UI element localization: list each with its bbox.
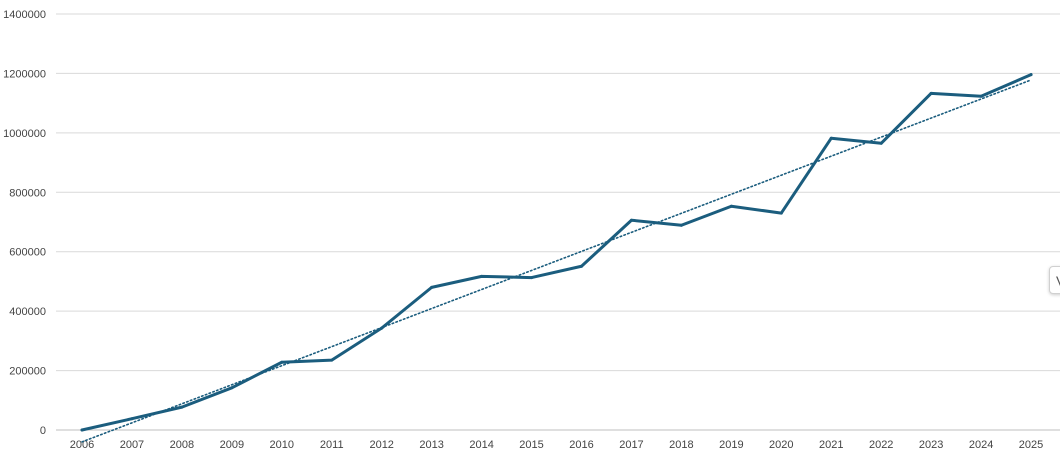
side-panel-tab[interactable]: V bbox=[1049, 266, 1060, 294]
data-point bbox=[480, 274, 484, 278]
x-tick-label: 2007 bbox=[120, 439, 144, 451]
data-point bbox=[80, 428, 84, 432]
data-point bbox=[230, 386, 234, 390]
data-point bbox=[679, 223, 683, 227]
x-tick-label: 2019 bbox=[719, 439, 743, 451]
x-tick-label: 2010 bbox=[270, 439, 294, 451]
y-tick-label: 1200000 bbox=[3, 68, 46, 80]
x-tick-label: 2020 bbox=[769, 439, 793, 451]
x-tick-label: 2024 bbox=[969, 439, 993, 451]
x-tick-label: 2021 bbox=[819, 439, 843, 451]
y-tick-label: 200000 bbox=[9, 366, 46, 378]
series-layer bbox=[80, 73, 1033, 432]
x-tick-label: 2009 bbox=[220, 439, 244, 451]
trendline-layer bbox=[81, 79, 1032, 443]
gridlines bbox=[56, 13, 1060, 431]
data-point bbox=[580, 264, 583, 268]
data-point bbox=[280, 360, 284, 364]
data-point bbox=[430, 285, 434, 289]
x-tick-label: 2012 bbox=[369, 439, 393, 451]
x-tick-label: 2018 bbox=[669, 439, 693, 451]
data-point bbox=[829, 136, 833, 140]
x-tick-label: 2006 bbox=[70, 439, 94, 451]
x-tick-label: 2022 bbox=[869, 439, 893, 451]
data-point bbox=[779, 211, 783, 215]
side-panel-tab-label: V bbox=[1056, 273, 1060, 289]
data-point bbox=[879, 141, 883, 145]
data-point bbox=[629, 218, 633, 222]
y-tick-label: 600000 bbox=[9, 247, 46, 259]
data-point bbox=[380, 326, 384, 330]
trendline bbox=[81, 79, 1032, 443]
data-point bbox=[330, 358, 334, 362]
x-tick-label: 2016 bbox=[569, 439, 593, 451]
x-tick-label: 2011 bbox=[320, 439, 344, 451]
y-tick-label: 1000000 bbox=[3, 128, 46, 140]
y-tick-label: 0 bbox=[40, 425, 46, 437]
x-tick-label: 2023 bbox=[919, 439, 943, 451]
series-line bbox=[80, 73, 1033, 432]
data-point bbox=[979, 94, 983, 98]
data-point bbox=[180, 405, 184, 409]
data-point bbox=[1029, 73, 1033, 77]
x-tick-label: 2017 bbox=[619, 439, 643, 451]
x-tick-label: 2014 bbox=[469, 439, 493, 451]
x-tick-label: 2013 bbox=[419, 439, 443, 451]
x-axis-ticks: 2006 2007 2008 2009 2010 2011 2012 2013 2014 2015… bbox=[70, 439, 1044, 451]
y-tick-label: 800000 bbox=[9, 187, 46, 199]
x-tick-label: 2008 bbox=[170, 439, 194, 451]
data-point bbox=[530, 276, 534, 280]
data-point bbox=[929, 91, 933, 95]
y-tick-label: 400000 bbox=[9, 306, 46, 318]
data-point bbox=[729, 204, 733, 208]
y-tick-label: 1400000 bbox=[3, 9, 46, 21]
x-tick-label: 2025 bbox=[1019, 439, 1043, 451]
x-tick-label: 2015 bbox=[519, 439, 543, 451]
data-point bbox=[130, 417, 134, 421]
y-axis-ticks: 0 200000 400000 600000 800000 1000000 1200000 1… bbox=[3, 9, 46, 437]
